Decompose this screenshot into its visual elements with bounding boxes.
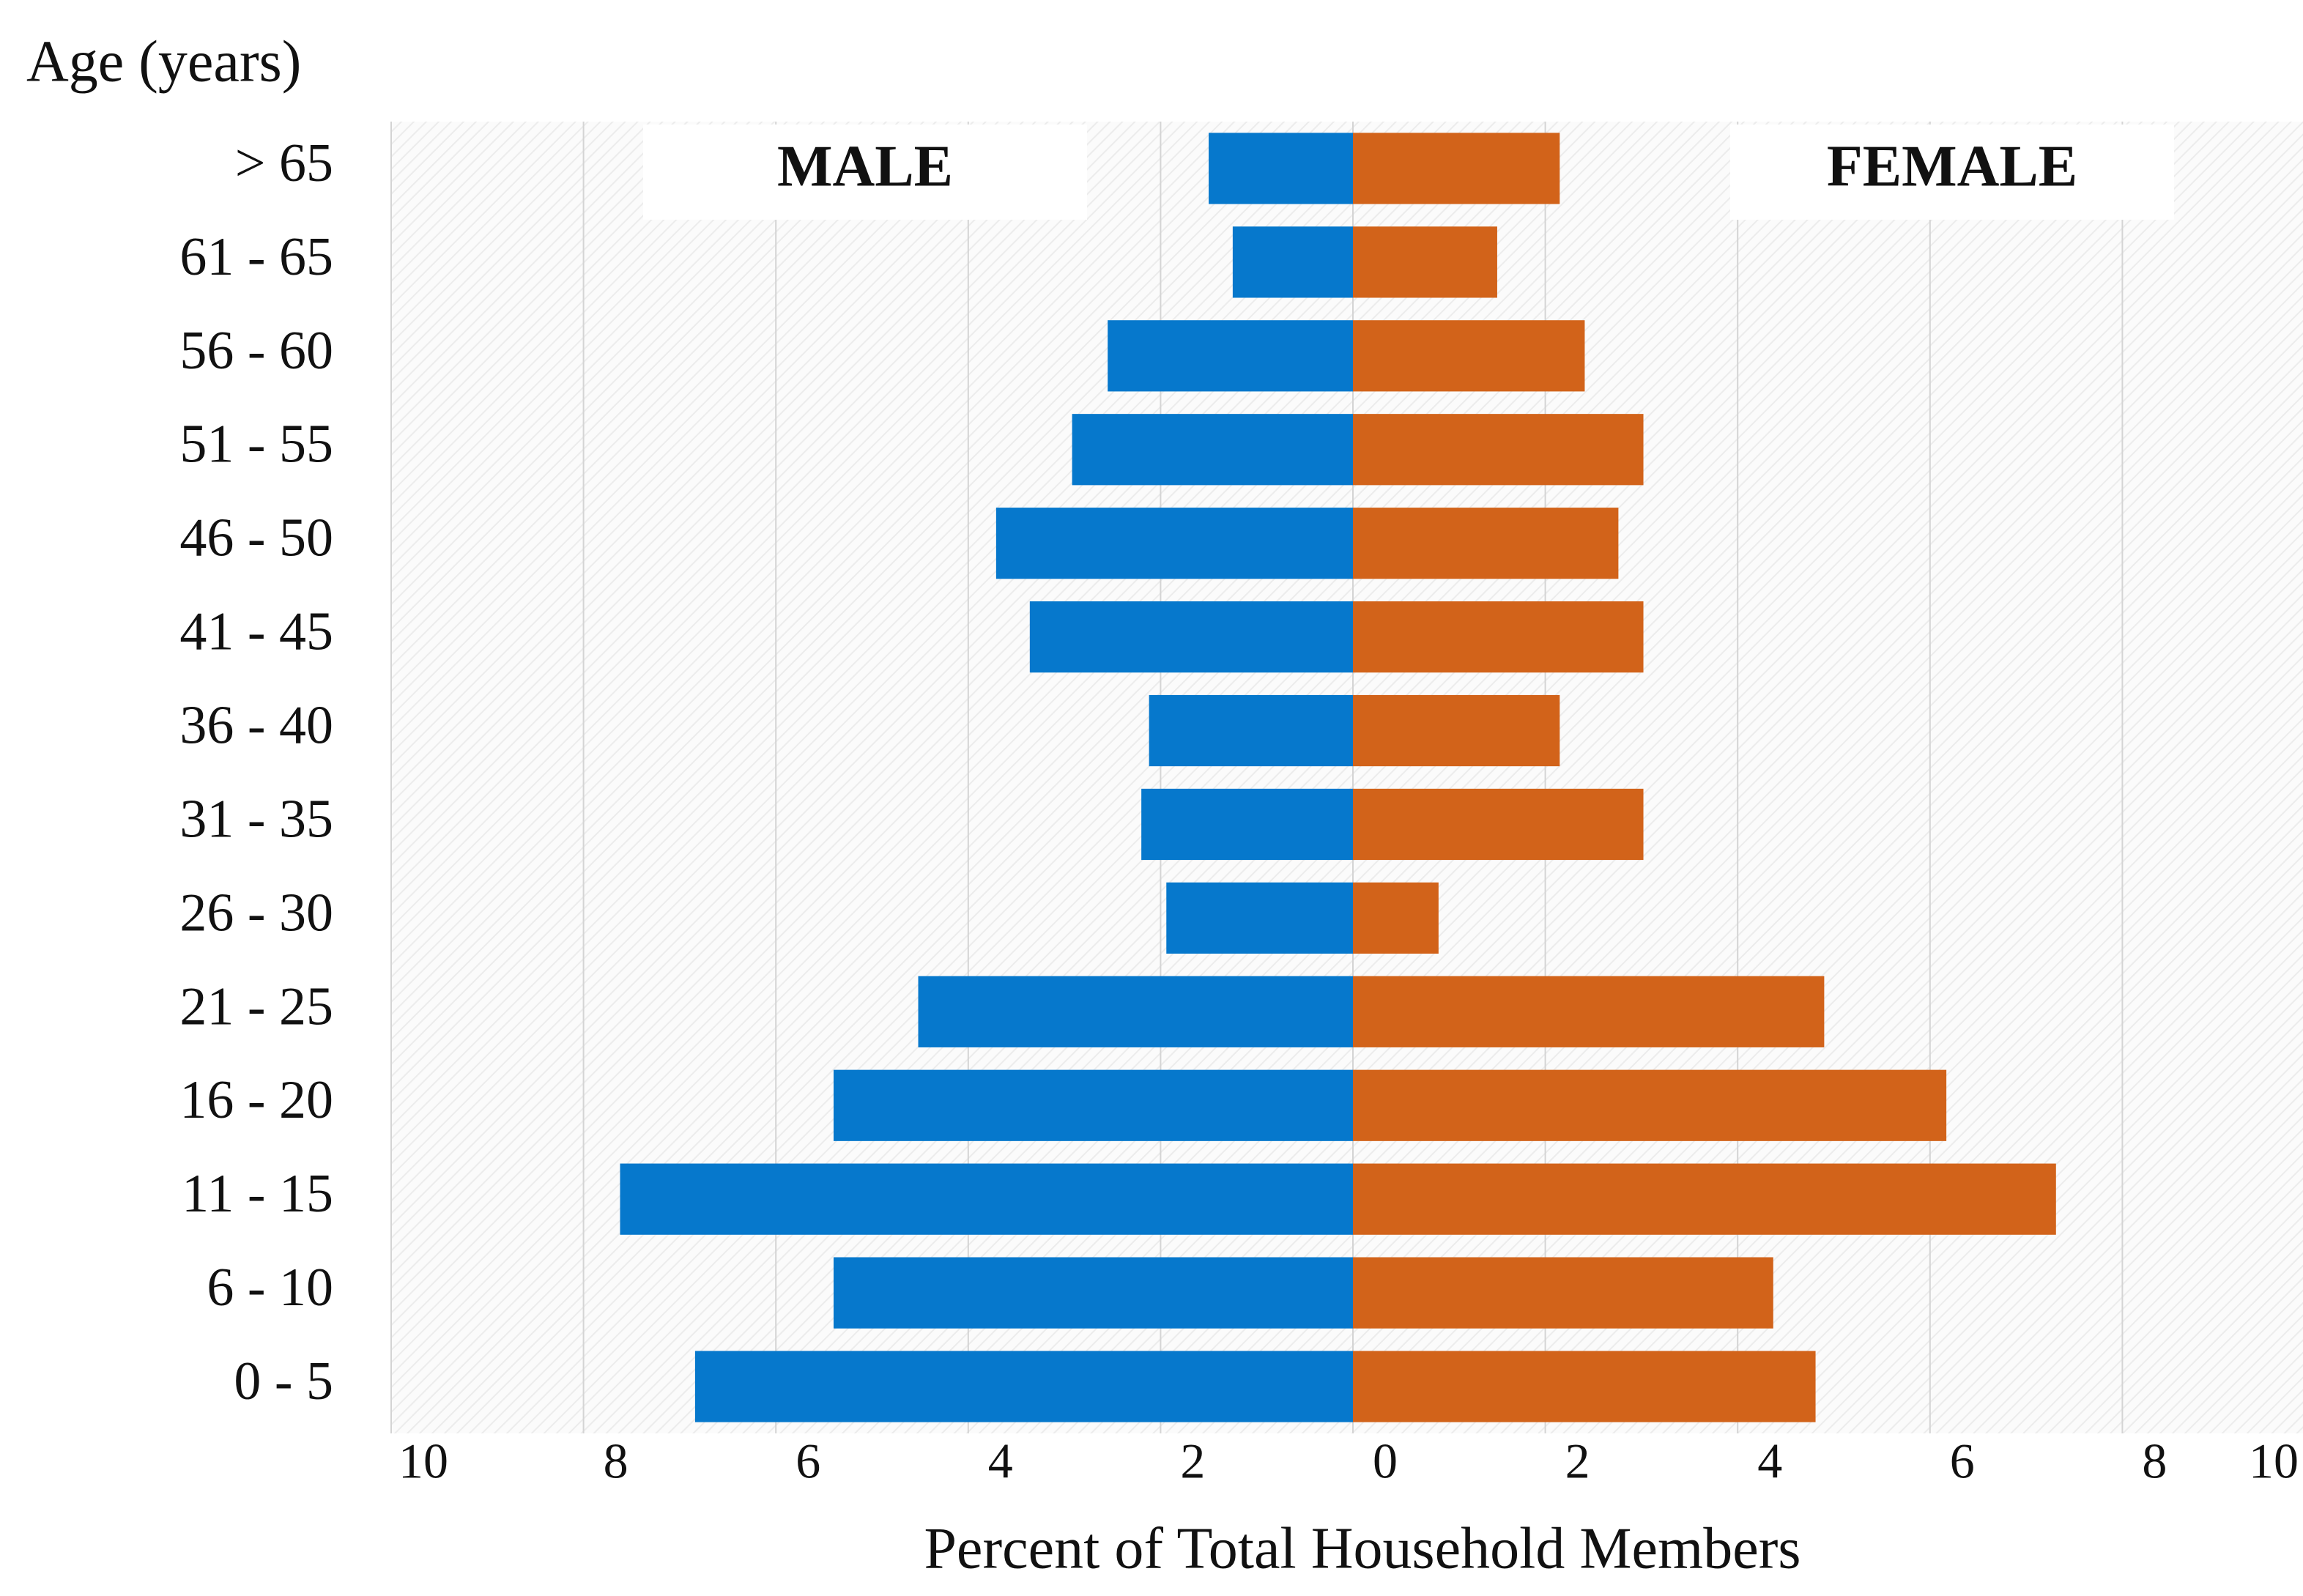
y-tick-label: 31 - 35 bbox=[179, 789, 333, 849]
legend-box bbox=[643, 125, 1087, 220]
bar bbox=[1353, 1163, 2056, 1235]
bar bbox=[1232, 226, 1353, 298]
x-tick-label: 10 bbox=[398, 1433, 448, 1489]
bar bbox=[1072, 414, 1353, 486]
y-tick-label: 61 - 65 bbox=[179, 227, 333, 287]
y-tick-label: 0 - 5 bbox=[234, 1351, 333, 1411]
bar bbox=[1149, 694, 1353, 767]
bar bbox=[1353, 226, 1497, 298]
x-tick-label: 2 bbox=[1180, 1433, 1205, 1489]
bar bbox=[918, 976, 1353, 1047]
bar bbox=[694, 1351, 1353, 1422]
x-axis-title: Percent of Total Household Members bbox=[924, 1516, 1801, 1581]
x-tick-label: 0 bbox=[1373, 1433, 1398, 1489]
y-tick-label: 36 - 40 bbox=[179, 696, 333, 756]
x-tick-label: 4 bbox=[988, 1433, 1013, 1489]
y-tick-label: > 65 bbox=[235, 133, 333, 193]
labels: 10 8 6 4 2 0 2 4 6 8 10 > 65 61 - 65 56 - 60 51 - 55 46… bbox=[179, 125, 2299, 1489]
bar bbox=[995, 508, 1353, 579]
bar bbox=[1353, 976, 1825, 1047]
bar bbox=[833, 1257, 1353, 1329]
y-tick-label: 11 - 15 bbox=[182, 1164, 333, 1224]
bar bbox=[1353, 601, 1644, 673]
bar bbox=[1353, 133, 1560, 204]
bar bbox=[1353, 1351, 1816, 1422]
plot-background bbox=[391, 122, 2303, 1433]
x-tick-label: 8 bbox=[604, 1433, 628, 1489]
y-tick-label: 16 - 20 bbox=[179, 1070, 333, 1130]
bar bbox=[1209, 133, 1353, 204]
y-axis-title: Age (years) bbox=[26, 29, 301, 94]
y-tick-label: 21 - 25 bbox=[179, 976, 333, 1036]
bar bbox=[1166, 882, 1353, 954]
x-tick-label: 4 bbox=[1757, 1433, 1782, 1489]
bar bbox=[1029, 601, 1353, 673]
x-tick-label: 10 bbox=[2249, 1433, 2299, 1489]
x-tick-label: 8 bbox=[2142, 1433, 2167, 1489]
y-tick-label: 51 - 55 bbox=[179, 415, 333, 475]
y-tick-label: 6 - 10 bbox=[207, 1258, 333, 1318]
bar bbox=[1353, 414, 1644, 486]
bar bbox=[1353, 694, 1560, 767]
bar bbox=[1353, 508, 1619, 579]
bar bbox=[1141, 788, 1353, 861]
bar bbox=[833, 1069, 1353, 1141]
x-tick-label: 2 bbox=[1565, 1433, 1590, 1489]
y-tick-label: 41 - 45 bbox=[179, 602, 333, 662]
legend-label: FEMALE bbox=[1827, 134, 2077, 198]
bar bbox=[1353, 320, 1585, 392]
y-tick-label: 26 - 30 bbox=[179, 883, 333, 943]
x-tick-label: 6 bbox=[796, 1433, 820, 1489]
y-tick-label: 56 - 60 bbox=[179, 321, 333, 381]
bar bbox=[1353, 788, 1644, 861]
bar bbox=[1108, 320, 1353, 392]
bar bbox=[1353, 1069, 1947, 1141]
y-tick-label: 46 - 50 bbox=[179, 508, 333, 568]
bar bbox=[1353, 1257, 1773, 1329]
bars bbox=[620, 133, 2056, 1422]
legend-box bbox=[1730, 125, 2174, 220]
x-tick-label: 6 bbox=[1950, 1433, 1975, 1489]
bar bbox=[1353, 882, 1439, 954]
legend-label: MALE bbox=[777, 134, 953, 198]
bar bbox=[620, 1163, 1353, 1235]
